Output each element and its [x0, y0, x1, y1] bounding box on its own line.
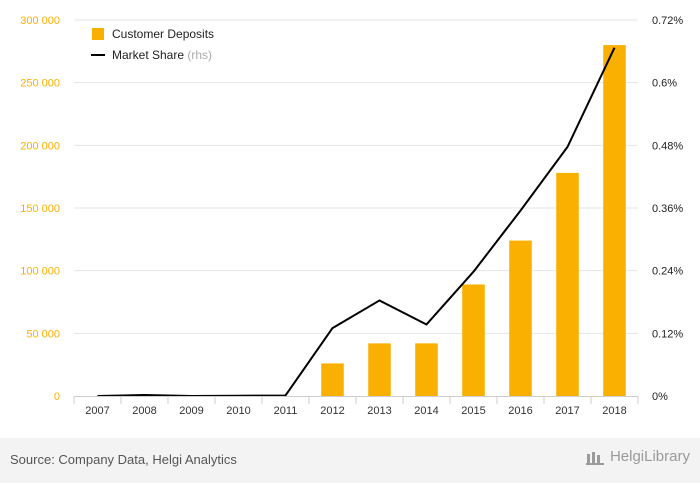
- x-tick-label: 2011: [274, 405, 298, 417]
- bar: [321, 363, 344, 396]
- bar: [368, 343, 391, 396]
- x-tick-label: 2017: [555, 405, 579, 417]
- legend: Customer Deposits Market Share (rhs): [91, 27, 214, 62]
- market-share-line: [97, 47, 616, 397]
- bar: [603, 45, 626, 397]
- left-tick-label: 200 000: [20, 140, 60, 152]
- left-tick-label: 0: [54, 391, 60, 403]
- bar: [415, 343, 438, 396]
- right-tick-label: 0.24%: [652, 266, 683, 278]
- left-tick-label: 300 000: [20, 15, 60, 27]
- x-tick-label: 2015: [461, 405, 485, 417]
- x-tick-label: 2013: [367, 405, 391, 417]
- right-tick-label: 0.6%: [652, 78, 677, 90]
- legend-suffix: (rhs): [187, 48, 212, 62]
- axes: 0 50 000 100 000 150 000 200 000 250 000 300 0…: [20, 15, 683, 417]
- x-tick-label: 2012: [320, 405, 344, 417]
- x-tick-label: 2008: [132, 405, 156, 417]
- left-tick-label: 150 000: [20, 203, 60, 215]
- left-tick-label: 250 000: [20, 78, 60, 90]
- brand-name: HelgiLibrary: [609, 448, 690, 465]
- bar: [462, 284, 485, 396]
- x-tick-label: 2016: [508, 405, 532, 417]
- bar: [509, 240, 532, 396]
- bars: [321, 45, 626, 397]
- footer: [0, 438, 700, 483]
- x-tick-label: 2014: [414, 405, 438, 417]
- left-tick-label: 50 000: [26, 328, 60, 340]
- right-tick-label: 0%: [652, 391, 668, 403]
- left-tick-label: 100 000: [20, 266, 60, 278]
- x-tick-label: 2018: [602, 405, 626, 417]
- library-icon: [585, 451, 604, 465]
- right-tick-label: 0.36%: [652, 203, 683, 215]
- line-series: [97, 47, 616, 397]
- right-tick-label: 0.48%: [652, 140, 683, 152]
- grid: [74, 19, 638, 334]
- legend-label-market-share: Market Share (rhs): [112, 48, 212, 62]
- x-tick-label: 2007: [85, 405, 109, 417]
- legend-swatch-deposits: [92, 28, 104, 40]
- x-tick-label: 2009: [179, 405, 203, 417]
- source-note: Source: Company Data, Helgi Analytics: [10, 452, 237, 467]
- brand-logo: HelgiLibrary: [585, 448, 690, 465]
- right-tick-label: 0.72%: [652, 15, 683, 27]
- x-tick-label: 2010: [226, 405, 250, 417]
- right-tick-label: 0.12%: [652, 328, 683, 340]
- chart-canvas: 0 50 000 100 000 150 000 200 000 250 000 300 0…: [20, 15, 683, 417]
- bar: [556, 172, 579, 396]
- legend-label-deposits: Customer Deposits: [112, 27, 214, 41]
